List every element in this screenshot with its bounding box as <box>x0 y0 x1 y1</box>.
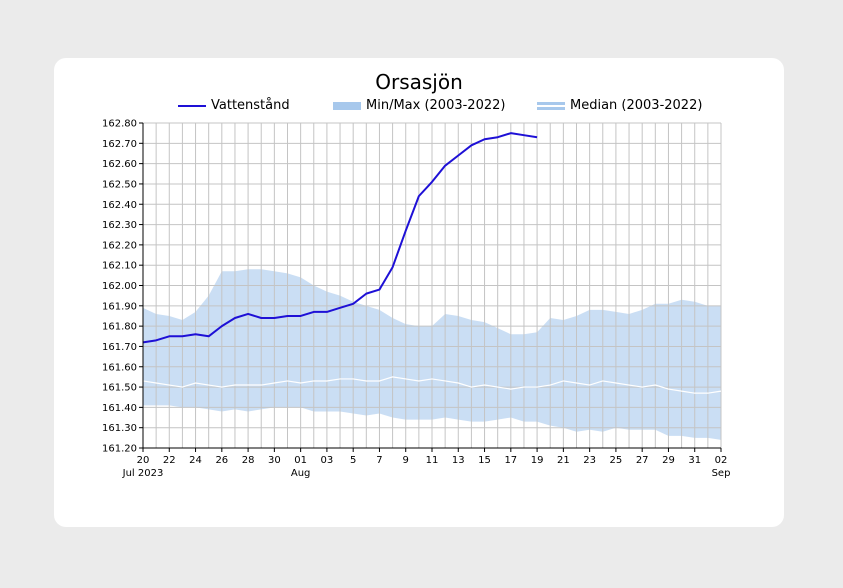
x-tick-label: 13 <box>452 455 465 466</box>
x-tick-label: 19 <box>531 455 544 466</box>
x-tick-label: 7 <box>376 455 382 466</box>
chart-plot: 161.20 161.30 161.40 161.50 161.60 161.70 161.… <box>102 119 731 480</box>
y-tick-label: 161.40 <box>102 403 137 414</box>
legend-item-min-max: Min/Max (2003-2022) <box>333 98 505 113</box>
x-tick-label: 02 <box>715 455 728 466</box>
y-tick-label: 161.90 <box>102 301 137 312</box>
x-tick-label: 31 <box>688 455 701 466</box>
y-tick-label: 162.60 <box>102 159 137 170</box>
y-tick-label: 161.20 <box>102 444 137 455</box>
x-month-label: Sep <box>712 468 731 479</box>
median-line <box>142 376 722 394</box>
legend-swatch-median <box>537 101 565 110</box>
y-tick-label: 161.70 <box>102 342 137 353</box>
x-tick-label: 11 <box>426 455 439 466</box>
legend-label-water-level: Vattenstånd <box>211 98 290 113</box>
x-tick-label: 9 <box>403 455 409 466</box>
legend-label-min-max: Min/Max (2003-2022) <box>366 98 506 113</box>
y-tick-label: 162.30 <box>102 220 137 231</box>
y-tick-label: 161.50 <box>102 383 137 394</box>
x-tick-label: 17 <box>504 455 517 466</box>
y-tick-label: 162.20 <box>102 240 137 251</box>
x-tick-label: 01 <box>294 455 307 466</box>
x-month-label: Jul 2023 <box>122 468 164 479</box>
y-tick-label: 162.40 <box>102 200 137 211</box>
x-tick-label: 5 <box>350 455 356 466</box>
legend-swatch-band <box>333 101 361 110</box>
x-tick-label: 20 <box>137 455 150 466</box>
x-tick-label: 23 <box>583 455 596 466</box>
x-tick-label: 29 <box>662 455 675 466</box>
x-tick-label: 22 <box>163 455 176 466</box>
legend-item-water-level: Vattenstånd <box>178 98 290 113</box>
x-tick-label: 26 <box>215 455 228 466</box>
y-tick-label: 162.50 <box>102 179 137 190</box>
legend-item-median: Median (2003-2022) <box>537 98 702 113</box>
y-tick-label: 162.10 <box>102 261 137 272</box>
x-tick-label: 21 <box>557 455 570 466</box>
x-tick-label: 25 <box>610 455 623 466</box>
x-tick-label: 15 <box>478 455 491 466</box>
water-level-line <box>142 132 538 344</box>
x-tick-label: 24 <box>189 455 202 466</box>
x-tick-label: 03 <box>321 455 334 466</box>
legend-label-median: Median (2003-2022) <box>570 98 703 113</box>
y-tick-label: 162.70 <box>102 139 137 150</box>
x-tick-label: 30 <box>268 455 281 466</box>
x-month-label: Aug <box>291 468 311 479</box>
chart-card: Orsasjön Vattenstånd Min/Max (2003-2022)… <box>54 58 784 527</box>
y-tick-label: 161.80 <box>102 322 137 333</box>
x-tick-label: 27 <box>636 455 649 466</box>
y-tick-label: 161.30 <box>102 423 137 434</box>
y-tick-label: 162.80 <box>102 119 137 130</box>
y-tick-label: 161.60 <box>102 362 137 373</box>
y-tick-label: 162.00 <box>102 281 137 292</box>
chart-title: Orsasjön <box>375 70 463 94</box>
x-tick-label: 28 <box>242 455 255 466</box>
legend-swatch-line <box>178 104 206 107</box>
